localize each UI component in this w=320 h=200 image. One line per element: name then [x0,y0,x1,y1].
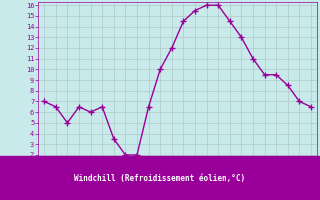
Text: Windchill (Refroidissement éolien,°C): Windchill (Refroidissement éolien,°C) [75,174,245,182]
